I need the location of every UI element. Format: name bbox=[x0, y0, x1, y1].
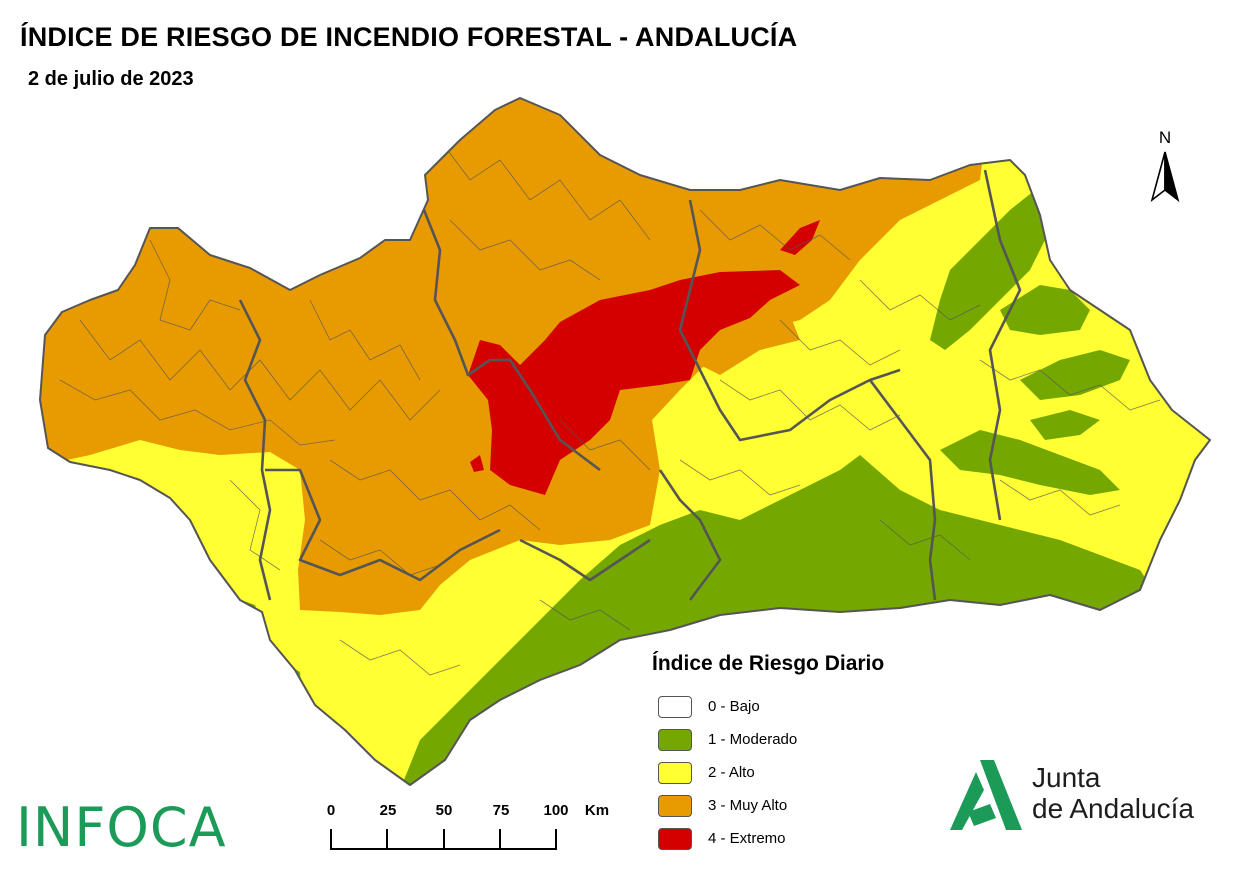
scale-tick bbox=[330, 829, 332, 850]
map-title: ÍNDICE DE RIESGO DE INCENDIO FORESTAL - … bbox=[20, 22, 798, 52]
scale-bar: 0 25 50 75 100 Km bbox=[322, 800, 609, 860]
legend-swatch bbox=[658, 695, 692, 718]
scale-unit: Km bbox=[584, 802, 610, 819]
scale-label: 50 bbox=[435, 802, 453, 819]
legend-item: 1 - Moderado bbox=[652, 723, 884, 756]
north-label: N bbox=[1158, 128, 1172, 147]
junta-line2: de Andalucía bbox=[1032, 793, 1194, 824]
scale-label: 75 bbox=[492, 802, 510, 819]
scale-label: 100 bbox=[543, 802, 569, 819]
legend-label: 3 - Muy Alto bbox=[708, 797, 788, 814]
junta-line1: Junta bbox=[1032, 762, 1101, 793]
legend-title: Índice de Riesgo Diario bbox=[652, 652, 885, 675]
legend-item: 4 - Extremo bbox=[652, 822, 884, 855]
scale-tick bbox=[555, 829, 557, 850]
scale-tick bbox=[386, 829, 388, 850]
legend-swatch bbox=[658, 794, 692, 817]
legend-swatch bbox=[658, 761, 692, 784]
legend-label: 0 - Bajo bbox=[708, 698, 760, 715]
legend-swatch bbox=[658, 827, 692, 850]
infoca-logo: INFOCA bbox=[16, 796, 227, 859]
north-arrow: N bbox=[1140, 128, 1190, 202]
legend-label: 4 - Extremo bbox=[708, 830, 786, 847]
junta-text: Junta de Andalucía bbox=[1032, 762, 1194, 824]
north-arrow-icon bbox=[1150, 151, 1180, 202]
map-date: 2 de julio de 2023 bbox=[28, 68, 194, 90]
legend-label: 2 - Alto bbox=[708, 764, 755, 781]
scale-tick bbox=[499, 829, 501, 850]
legend-item: 0 - Bajo bbox=[652, 690, 884, 723]
legend-swatch bbox=[658, 728, 692, 751]
legend-item: 3 - Muy Alto bbox=[652, 789, 884, 822]
legend-label: 1 - Moderado bbox=[708, 731, 798, 748]
map-legend: Índice de Riesgo Diario 0 - Bajo 1 - Mod… bbox=[652, 652, 884, 855]
scale-tick bbox=[443, 829, 445, 850]
scale-label: 25 bbox=[379, 802, 397, 819]
legend-item: 2 - Alto bbox=[652, 756, 884, 789]
junta-emblem-icon bbox=[950, 760, 1022, 830]
scale-label: 0 bbox=[326, 802, 336, 819]
junta-andalucia-logo: Junta de Andalucía bbox=[950, 758, 1220, 838]
